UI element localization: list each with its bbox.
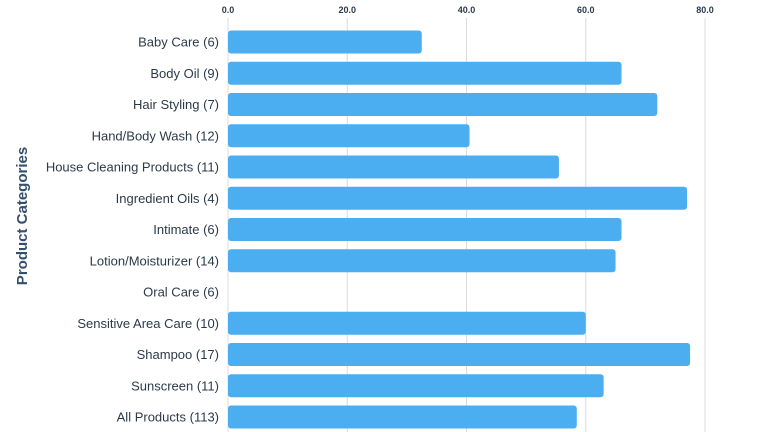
bar	[228, 374, 604, 398]
x-tick-label: 40.0	[458, 5, 476, 15]
bar	[228, 218, 622, 241]
category-label: All Products (113)	[117, 410, 219, 425]
category-label: Lotion/Moisturizer (14)	[90, 253, 219, 268]
x-tick-label: 0.0	[222, 5, 235, 15]
bar	[228, 61, 622, 85]
category-label: Baby Care (6)	[138, 35, 219, 50]
category-label: Sunscreen (11)	[131, 378, 219, 393]
bar	[228, 155, 559, 179]
category-label: Intimate (6)	[153, 222, 219, 237]
bar	[228, 186, 688, 210]
category-label: House Cleaning Products (11)	[46, 160, 219, 175]
x-axis-ticks: 0.0 20.0 40.0 60.0 80.0	[222, 5, 714, 15]
bar	[228, 93, 658, 116]
category-label: Hair Styling (7)	[133, 97, 219, 112]
x-tick-label: 80.0	[696, 5, 714, 15]
bar	[228, 30, 422, 54]
category-label: Body Oil (9)	[150, 66, 219, 81]
category-label: Ingredient Oils (4)	[116, 191, 219, 206]
category-label: Sensitive Area Care (10)	[77, 316, 219, 331]
bar	[228, 343, 691, 366]
bar	[228, 124, 470, 148]
category-labels: Baby Care (6) Body Oil (9) Hair Styling (7…	[46, 35, 219, 425]
category-label: Hand/Body Wash (12)	[92, 128, 219, 143]
category-label: Oral Care (6)	[143, 285, 219, 300]
bar	[228, 249, 616, 273]
x-tick-label: 60.0	[577, 5, 595, 15]
bar	[228, 311, 586, 335]
bars	[228, 30, 691, 429]
x-tick-label: 20.0	[338, 5, 356, 15]
category-label: Shampoo (17)	[137, 347, 219, 362]
y-axis-title: Product Categories	[14, 147, 31, 285]
bar	[228, 405, 577, 429]
